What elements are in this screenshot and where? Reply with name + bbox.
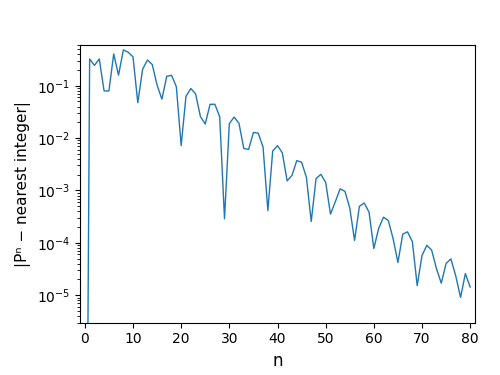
Y-axis label: |Pⁿ − nearest integer|: |Pⁿ − nearest integer| xyxy=(15,101,31,267)
X-axis label: n: n xyxy=(272,352,283,370)
